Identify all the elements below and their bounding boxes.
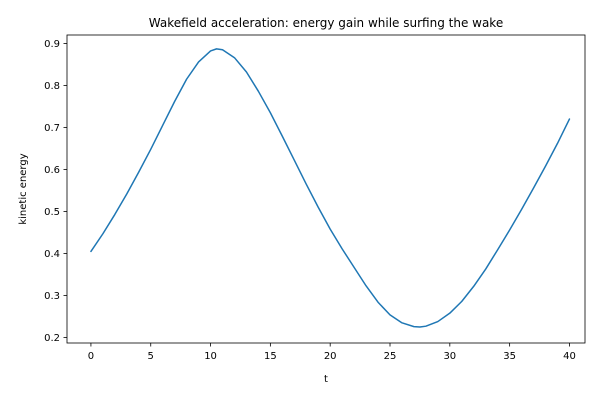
y-axis-label: kinetic energy <box>18 153 29 224</box>
series-line-0 <box>90 48 571 328</box>
y-tick-label: 0.9 <box>44 39 60 50</box>
x-tick-label: 30 <box>443 351 456 362</box>
x-axis-ticks: 0 5 10 15 20 25 30 35 40 <box>88 343 576 362</box>
x-axis-label: t <box>324 374 328 385</box>
chart-title: Wakefield acceleration: energy gain whil… <box>149 16 503 30</box>
x-tick-label: 35 <box>503 351 516 362</box>
x-tick-label: 20 <box>324 351 337 362</box>
y-tick-label: 0.2 <box>44 333 60 344</box>
y-tick-label: 0.3 <box>44 291 60 302</box>
y-tick-label: 0.8 <box>44 81 60 92</box>
x-tick-label: 40 <box>563 351 576 362</box>
y-tick-label: 0.5 <box>44 207 60 218</box>
y-tick-label: 0.7 <box>44 123 60 134</box>
axes-frame <box>66 34 586 344</box>
plot-area <box>66 34 586 344</box>
x-tick-label: 5 <box>148 351 154 362</box>
x-tick-label: 25 <box>384 351 397 362</box>
series-layer <box>90 48 571 328</box>
y-tick-label: 0.4 <box>44 249 60 260</box>
y-axis-ticks: 0.2 0.3 0.4 0.5 0.6 0.7 0.8 0.9 <box>44 39 67 344</box>
x-tick-label: 0 <box>88 351 94 362</box>
x-tick-label: 15 <box>264 351 277 362</box>
y-tick-label: 0.6 <box>44 165 60 176</box>
x-tick-label: 10 <box>204 351 217 362</box>
